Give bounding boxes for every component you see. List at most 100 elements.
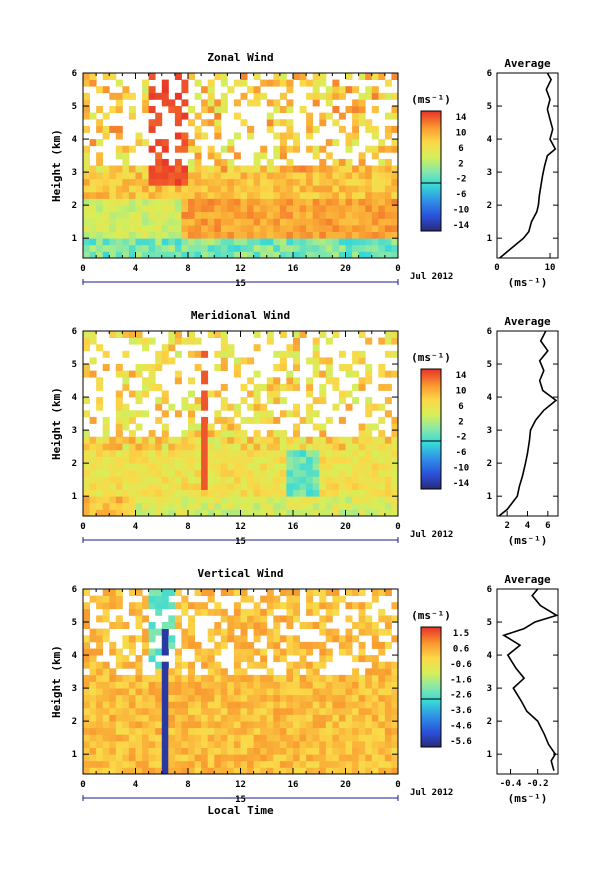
heatmap-cell bbox=[358, 608, 366, 616]
heatmap-cell bbox=[260, 383, 268, 391]
heatmap-cell bbox=[319, 172, 327, 180]
heatmap-cell bbox=[319, 767, 327, 775]
heatmap-cell bbox=[240, 463, 248, 471]
heatmap-cell bbox=[128, 469, 136, 477]
heatmap-cell bbox=[227, 165, 235, 173]
heatmap-cell bbox=[201, 436, 209, 444]
heatmap-cell bbox=[352, 767, 360, 775]
heatmap-cell bbox=[325, 198, 333, 206]
heatmap-cell bbox=[201, 370, 209, 378]
heatmap-cell bbox=[273, 727, 281, 735]
heatmap-cell bbox=[286, 661, 294, 669]
heatmap-cell bbox=[338, 205, 346, 213]
heatmap-cell bbox=[148, 635, 156, 643]
heatmap-cell bbox=[142, 92, 150, 100]
heatmap-cell bbox=[220, 707, 228, 715]
heatmap-cell bbox=[391, 635, 399, 643]
heatmap-cell bbox=[312, 754, 320, 762]
heatmap-cell bbox=[306, 191, 314, 199]
heatmap-cell bbox=[174, 178, 182, 186]
heatmap-cell bbox=[233, 502, 241, 510]
heatmap-cell bbox=[89, 79, 97, 87]
colorbar-tick-label: 14 bbox=[456, 371, 467, 381]
heatmap-cell bbox=[201, 225, 209, 232]
heatmap-cell bbox=[384, 225, 392, 232]
heatmap-cell bbox=[148, 251, 156, 259]
heatmap-cell bbox=[312, 218, 320, 226]
heatmap-cell bbox=[253, 707, 261, 715]
heatmap-cell bbox=[96, 668, 104, 676]
heatmap-cell bbox=[279, 331, 287, 338]
heatmap-cell bbox=[89, 635, 97, 643]
heatmap-cell bbox=[89, 747, 97, 755]
heatmap-cell bbox=[345, 714, 353, 722]
heatmap-cell bbox=[253, 383, 261, 391]
heatmap-cell bbox=[181, 741, 189, 748]
heatmap-cell bbox=[312, 364, 320, 371]
heatmap-cell bbox=[240, 92, 248, 100]
heatmap-cell bbox=[365, 489, 373, 497]
colorbar-unit: (ms⁻¹) bbox=[411, 609, 451, 622]
heatmap-cell bbox=[325, 152, 333, 160]
heatmap-cell bbox=[220, 589, 228, 596]
heatmap-cell bbox=[201, 218, 209, 226]
heatmap-cell bbox=[128, 112, 136, 120]
heatmap-cell bbox=[122, 198, 130, 206]
heatmap-cell bbox=[83, 681, 90, 689]
heatmap-cell bbox=[181, 608, 189, 616]
heatmap-cell bbox=[227, 615, 235, 623]
heatmap-cell bbox=[358, 681, 366, 689]
heatmap-cell bbox=[293, 205, 300, 213]
heatmap-cell bbox=[214, 741, 222, 748]
heatmap-cell bbox=[338, 648, 346, 656]
heatmap-cell bbox=[227, 436, 235, 444]
heatmap-cell bbox=[181, 430, 189, 438]
heatmap-cell bbox=[384, 714, 392, 722]
heatmap-cell bbox=[96, 231, 104, 239]
heatmap-cell bbox=[312, 152, 320, 160]
heatmap-cell bbox=[96, 218, 104, 226]
heatmap-cell bbox=[214, 350, 222, 358]
heatmap-cell bbox=[332, 92, 340, 100]
heatmap-cell bbox=[286, 622, 294, 629]
heatmap-cell bbox=[247, 377, 255, 385]
heatmap-cell bbox=[266, 436, 274, 444]
heatmap-cell bbox=[89, 714, 97, 722]
heatmap-cell bbox=[332, 251, 340, 259]
heatmap-cell bbox=[332, 225, 340, 232]
heatmap-cell bbox=[306, 145, 314, 153]
heatmap-cell bbox=[332, 734, 340, 742]
heatmap-cell bbox=[161, 622, 169, 629]
heatmap-cell bbox=[122, 754, 130, 762]
heatmap-cell bbox=[312, 185, 320, 193]
heatmap-cell bbox=[220, 357, 228, 365]
heatmap-cell bbox=[260, 178, 268, 186]
heatmap-cell bbox=[371, 449, 379, 457]
heatmap-cell bbox=[299, 225, 307, 232]
heatmap-cell bbox=[319, 165, 327, 173]
heatmap-cell bbox=[89, 655, 97, 663]
heatmap-cell bbox=[378, 674, 386, 682]
avg-x-tick-label: -0.2 bbox=[527, 779, 549, 789]
heatmap-cell bbox=[266, 172, 274, 180]
heatmap-cell bbox=[247, 496, 255, 504]
x-tick-label: 16 bbox=[288, 780, 299, 790]
heatmap-cell bbox=[194, 734, 202, 742]
heatmap-cell bbox=[365, 754, 373, 762]
heatmap-cell bbox=[83, 469, 90, 477]
heatmap-cell bbox=[352, 509, 360, 517]
heatmap-cell bbox=[358, 218, 366, 226]
heatmap-cell bbox=[293, 456, 300, 464]
heatmap-cell bbox=[188, 747, 195, 755]
average-frame bbox=[496, 72, 559, 259]
x-tick-label: 0 bbox=[395, 780, 400, 790]
heatmap-cell bbox=[83, 106, 90, 113]
heatmap-cell bbox=[319, 595, 327, 603]
heatmap-cell bbox=[181, 185, 189, 193]
heatmap-cell bbox=[142, 218, 150, 226]
heatmap-cell bbox=[338, 674, 346, 682]
heatmap-cell bbox=[155, 357, 163, 365]
heatmap-cell bbox=[332, 205, 340, 213]
heatmap-cell bbox=[207, 469, 215, 477]
heatmap-cell bbox=[188, 390, 195, 398]
